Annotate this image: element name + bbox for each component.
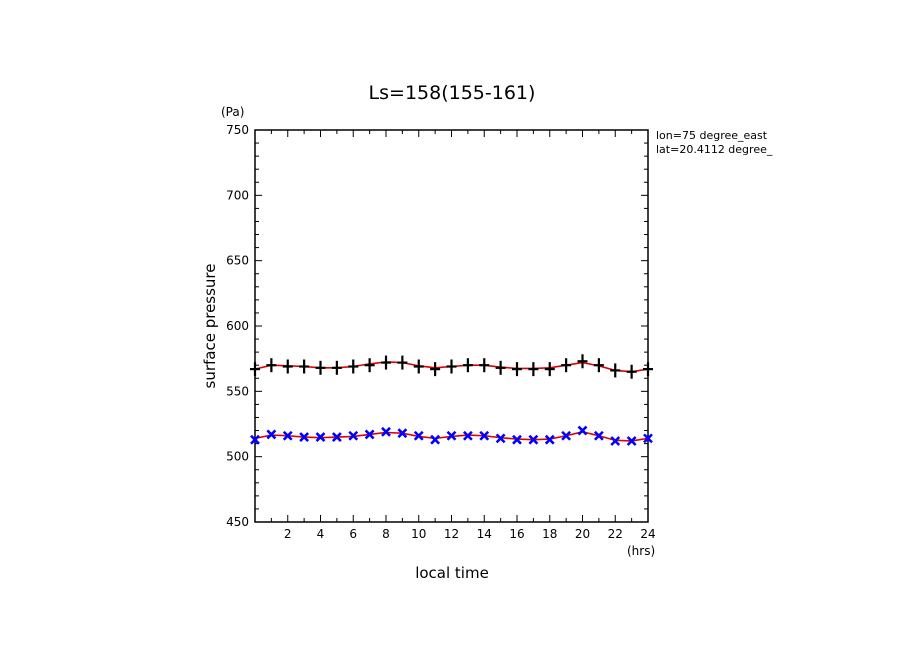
series-1-point — [381, 355, 391, 370]
series-2-point — [282, 430, 293, 441]
series-1-point — [528, 362, 539, 377]
x-axis-label: local time — [415, 564, 489, 582]
annotation-lat: lat=20.4112 degree_ — [656, 143, 773, 156]
series-2-point — [381, 426, 391, 437]
x-tick-label: 8 — [382, 527, 390, 541]
x-tick-label: 14 — [477, 527, 492, 541]
data-markers — [250, 354, 653, 446]
series-1-point — [282, 359, 293, 374]
series-1-point — [593, 358, 604, 373]
series-2-point — [610, 436, 621, 446]
x-tick-label: 4 — [317, 527, 325, 541]
x-tick-label: 24 — [640, 527, 655, 541]
series-2-point — [643, 433, 653, 444]
series-1-point — [512, 362, 522, 377]
series-1-point — [315, 360, 326, 375]
series-1-point — [544, 362, 555, 377]
series-2-point — [413, 430, 424, 441]
plot-frame — [254, 129, 649, 523]
y-unit-label: (Pa) — [221, 105, 244, 119]
series-2-point — [544, 434, 555, 445]
y-tick-label: 550 — [226, 384, 249, 398]
series-1-point — [250, 362, 260, 377]
y-tick-label: 650 — [226, 254, 249, 268]
x-tick-label: 18 — [542, 527, 557, 541]
series-1-point — [266, 358, 277, 373]
series-2-point — [495, 433, 506, 444]
x-unit-label: (hrs) — [627, 544, 655, 558]
series-1-point — [331, 360, 342, 375]
series-2-point — [593, 430, 604, 441]
series-2-point — [561, 430, 572, 441]
axis-tick-labels: 2 4 6 8 10 12 14 16 18 20 22 2445050055060065070075… — [226, 123, 656, 541]
y-axis-label: surface pressure — [201, 264, 219, 389]
series-1-point — [626, 364, 637, 379]
annotation-lon: lon=75 degree_east — [656, 129, 768, 142]
series-1-point — [446, 359, 457, 374]
series-2-point — [250, 434, 260, 445]
x-tick-label: 10 — [411, 527, 426, 541]
series-2-point — [512, 434, 522, 445]
series-2-point — [397, 428, 408, 439]
series-2-point — [364, 429, 375, 440]
series-2-point — [577, 425, 588, 436]
series-1-point — [495, 360, 506, 375]
series-1-point — [430, 362, 441, 377]
x-tick-label: 2 — [284, 527, 292, 541]
y-tick-label: 450 — [226, 515, 249, 529]
series-2-point — [430, 434, 441, 445]
x-tick-label: 6 — [349, 527, 357, 541]
x-tick-label: 22 — [608, 527, 623, 541]
series-1-point — [577, 354, 588, 369]
series-2-point — [266, 429, 277, 440]
series-1-point — [479, 358, 490, 373]
y-tick-label: 750 — [226, 123, 249, 137]
series-1-point — [348, 359, 359, 374]
y-tick-label: 600 — [226, 319, 249, 333]
series-2-point — [479, 430, 490, 441]
series-2-point — [331, 432, 342, 442]
x-tick-label: 16 — [509, 527, 524, 541]
series-2-point — [299, 432, 310, 442]
series-1-point — [397, 355, 408, 370]
y-tick-label: 700 — [226, 188, 249, 202]
fit-lines — [254, 361, 649, 442]
series-1-point — [610, 363, 621, 378]
series-1-point — [364, 358, 375, 373]
series-1-point — [462, 358, 473, 373]
series-2-point — [446, 430, 457, 441]
series-1-point — [299, 359, 310, 374]
axis-ticks — [254, 129, 649, 523]
series-1-point — [643, 362, 653, 377]
series-2-point — [315, 432, 326, 442]
series-1-point — [561, 358, 572, 373]
series-2-point — [626, 436, 637, 446]
chart-title: Ls=158(155-161) — [369, 82, 536, 104]
series-2-point — [528, 434, 539, 445]
y-tick-label: 500 — [226, 450, 249, 464]
series-2-point — [462, 430, 473, 441]
x-tick-label: 20 — [575, 527, 590, 541]
series-2-point — [348, 430, 359, 441]
x-tick-label: 12 — [444, 527, 459, 541]
series-1-point — [413, 359, 424, 374]
